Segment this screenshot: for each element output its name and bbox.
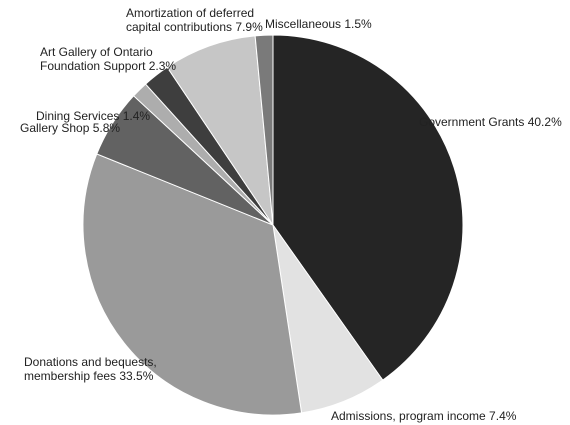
slice-label-2: Donations and bequests, membership fees 3… xyxy=(24,355,157,383)
slice-label-7: Miscellaneous 1.5% xyxy=(265,17,372,31)
slice-label-1: Admissions, program income 7.4% xyxy=(331,409,517,423)
slice-label-3: Gallery Shop 5.8% xyxy=(20,121,120,135)
pie-slice-7 xyxy=(254,34,274,226)
pie-labels: Government Grants 40.2% Admissions, progr… xyxy=(20,6,562,423)
slice-label-6: Amortization of deferred capital contribu… xyxy=(126,6,263,34)
slice-label-5: Art Gallery of Ontario Foundation Support… xyxy=(40,45,176,73)
pie-slice-2 xyxy=(82,153,303,416)
pie-slice-0 xyxy=(272,34,464,381)
pie-slices xyxy=(82,34,464,416)
pie-slice-6 xyxy=(166,35,274,226)
slice-label-0: Government Grants 40.2% xyxy=(419,115,562,129)
slice-label-4: Dining Services 1.4% xyxy=(36,109,150,123)
